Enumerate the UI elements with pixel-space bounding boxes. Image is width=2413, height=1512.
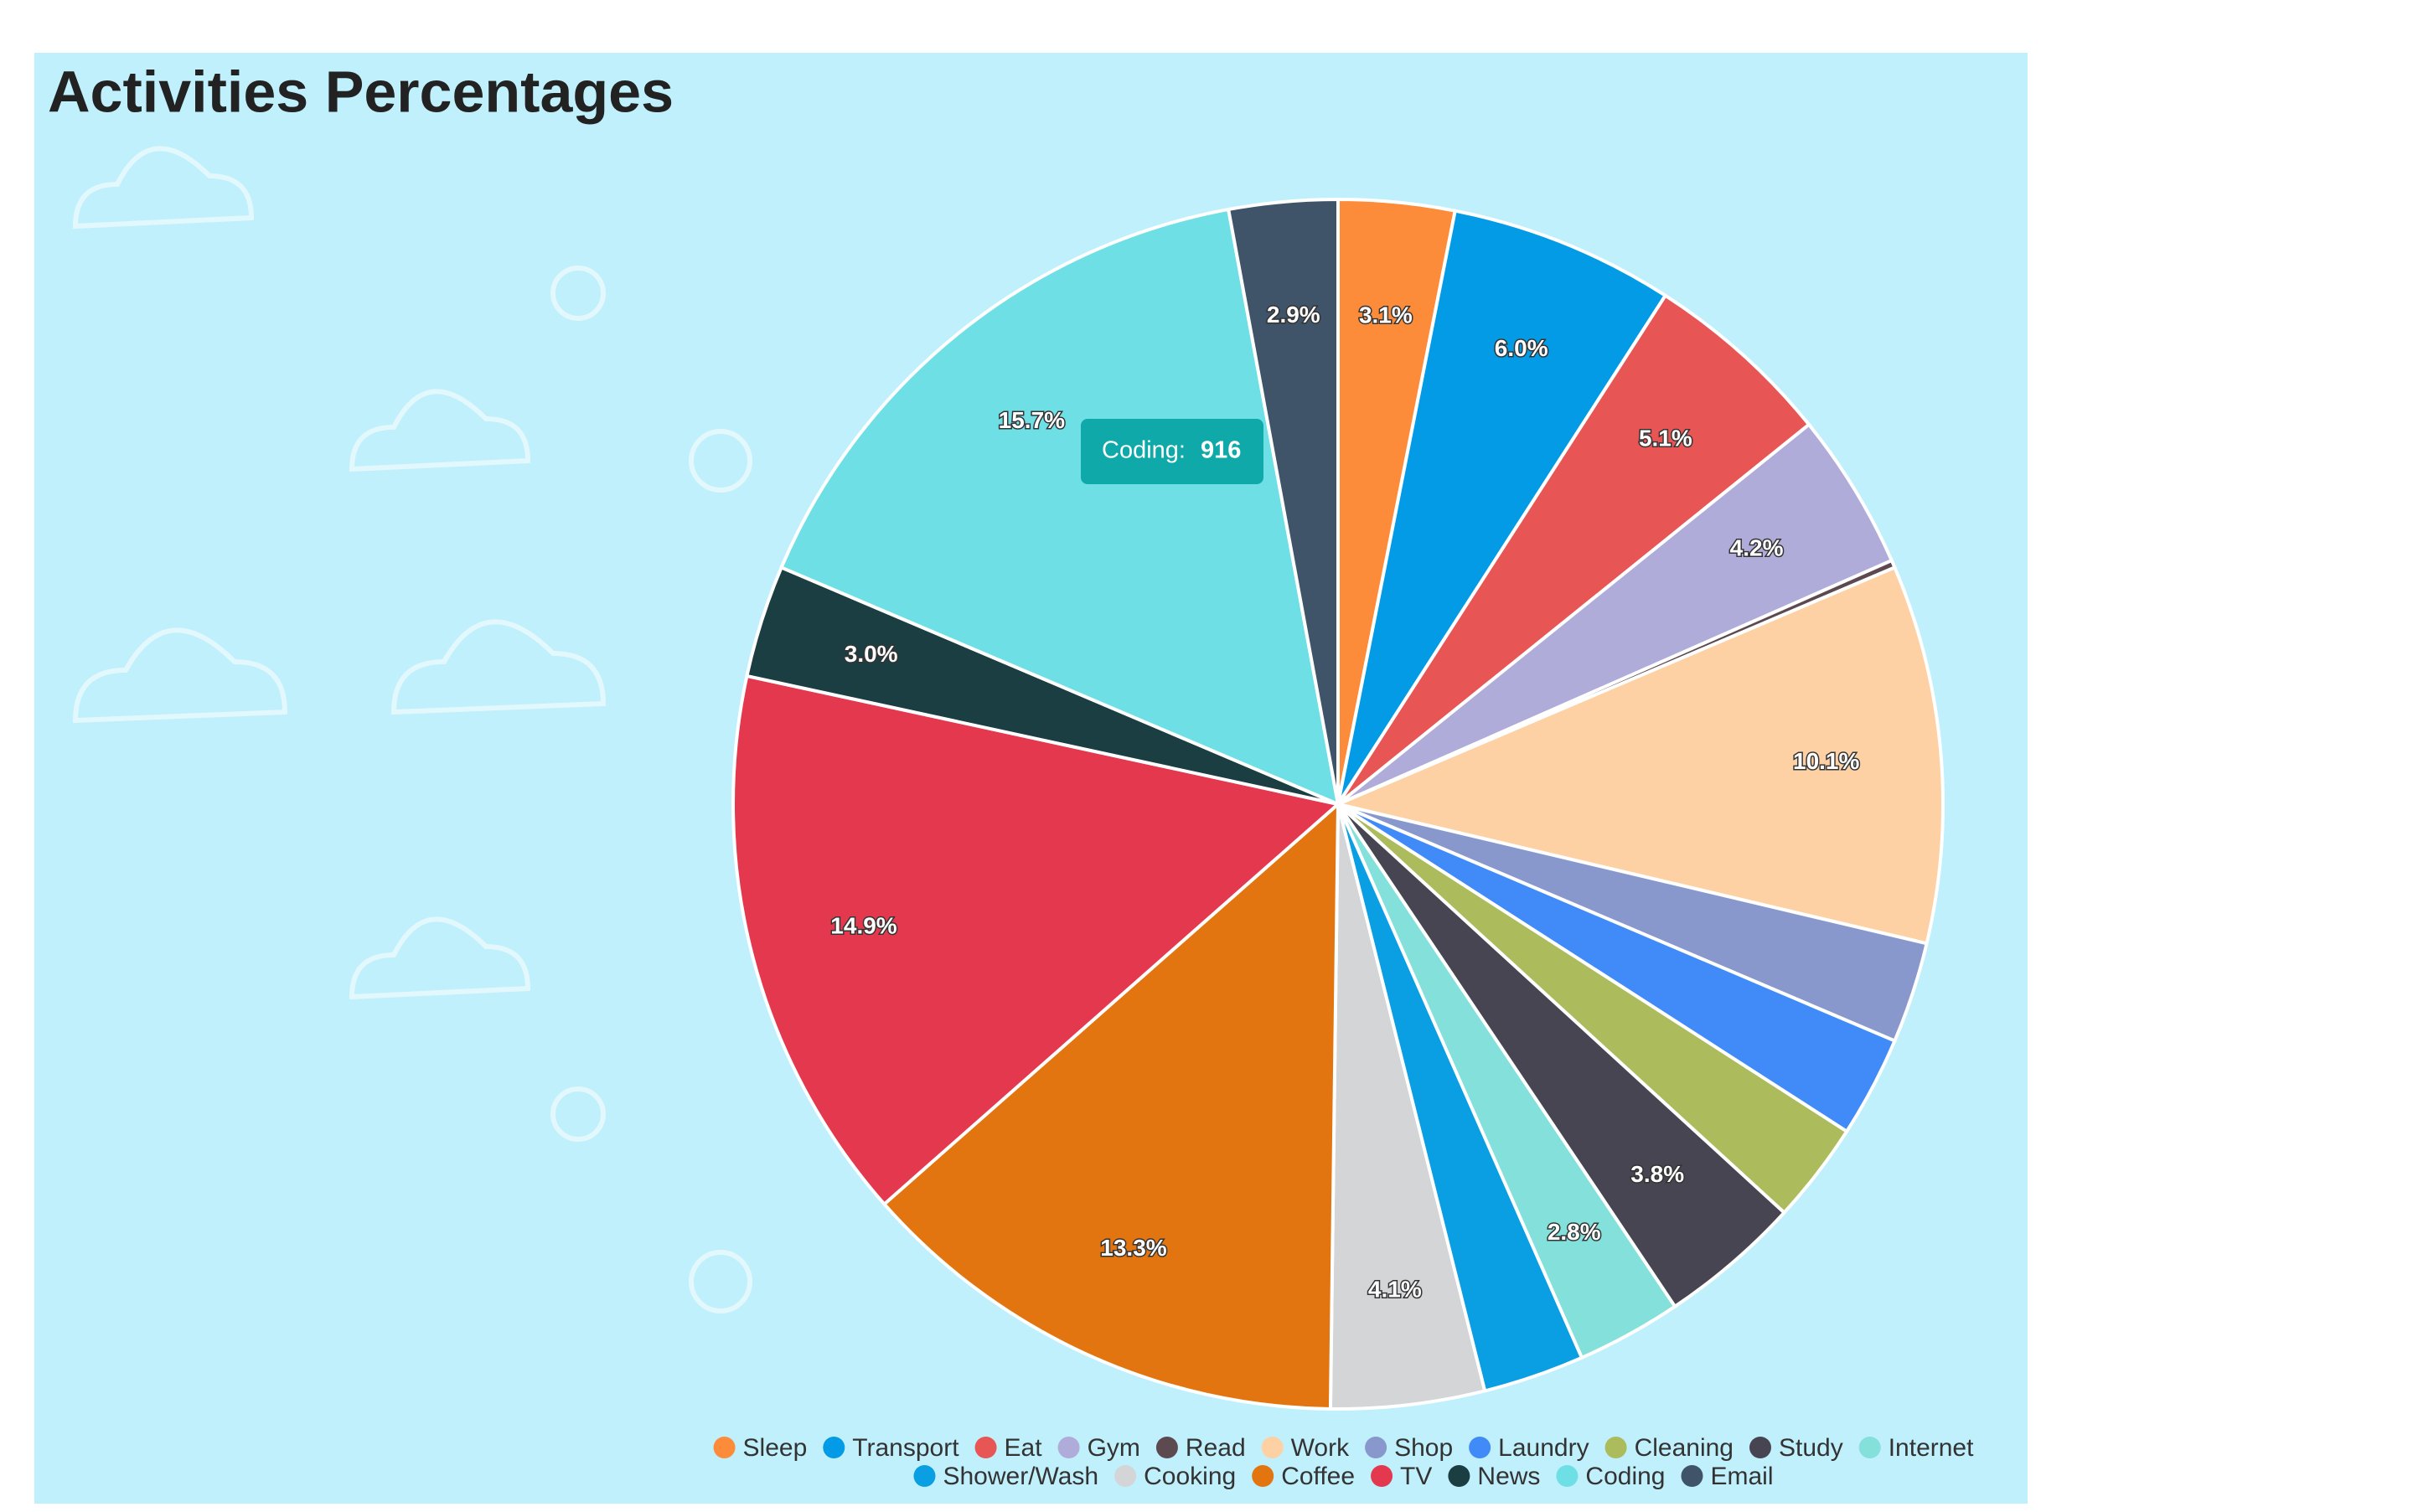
data-label: 2.9% [1267, 302, 1320, 328]
legend-symbol [974, 1437, 997, 1458]
legend-item: Study [1749, 1434, 1843, 1462]
pie-slice [731, 673, 1342, 1207]
legend-symbol [1749, 1437, 1771, 1458]
legend-item: Eat [974, 1434, 1043, 1462]
legend-symbol [1858, 1437, 1881, 1458]
legend-symbol [1365, 1437, 1387, 1458]
data-label: 14.9% [830, 913, 896, 939]
legend-item: Sleep [713, 1434, 808, 1462]
legend-label: Laundry [1498, 1434, 1589, 1462]
legend-symbol [713, 1437, 736, 1458]
pie-slice [1336, 293, 1811, 806]
pie-slice [1328, 803, 1487, 1411]
legend-label: Gym [1088, 1434, 1140, 1462]
tooltip-box [1081, 419, 1263, 484]
legend-symbol [823, 1437, 845, 1458]
legend-label: Transport [852, 1434, 959, 1462]
legend-label: Sleep [743, 1434, 808, 1462]
data-label: 6.0% [1495, 335, 1548, 361]
legend-label: Study [1779, 1434, 1843, 1462]
chart-title: Activities Percentages [48, 59, 674, 124]
pie-slice [1332, 565, 1945, 946]
pie-slice [881, 800, 1341, 1411]
legend-label: Cooking [1144, 1463, 1236, 1490]
legend-symbol [1448, 1465, 1470, 1487]
legend-label: Read [1186, 1434, 1246, 1462]
tooltip-label: Coding: [1102, 437, 1186, 464]
data-label: 10.1% [1793, 748, 1859, 774]
legend: Sleep Transport Eat Gym Read Work Shop Laundry C… [713, 1434, 1974, 1490]
legend-item: TV [1371, 1463, 1432, 1490]
legend-item: Email [1681, 1463, 1774, 1490]
legend-symbol [1604, 1437, 1627, 1458]
legend-item: Gym [1057, 1434, 1140, 1462]
pie-slice [778, 207, 1341, 808]
data-label: 4.1% [1368, 1276, 1422, 1302]
legend-symbol [1556, 1465, 1579, 1487]
data-label: 4.2% [1730, 534, 1784, 560]
legend-symbol [913, 1465, 936, 1487]
legend-item: Cleaning [1604, 1434, 1734, 1462]
legend-item: Cooking [1114, 1463, 1236, 1490]
legend-item: Coding [1556, 1463, 1665, 1490]
legend-label: Coffee [1281, 1463, 1355, 1490]
legend-label: Eat [1005, 1434, 1043, 1462]
background-decoration [72, 146, 752, 1313]
legend-item: Read [1155, 1434, 1246, 1462]
data-label: 13.3% [1100, 1235, 1166, 1261]
legend-item: Shower/Wash [913, 1463, 1098, 1490]
legend-label: Coding [1585, 1463, 1665, 1490]
legend-label: Work [1291, 1434, 1350, 1462]
pie-slice [1226, 197, 1340, 805]
data-labels: 3.1% 6.0% 5.1% 4.2% 10.1% 3.8% 2.8% 4.1% 13.3% 14… [829, 300, 1861, 1303]
legend-label: Internet [1889, 1434, 1974, 1462]
legend-item: Transport [823, 1434, 959, 1462]
data-label: 3.8% [1630, 1161, 1684, 1187]
legend-label: Cleaning [1635, 1434, 1734, 1462]
pie-slice [1336, 209, 1668, 806]
data-label: 5.1% [1639, 425, 1692, 451]
legend-symbol [1469, 1437, 1491, 1458]
legend-symbol [1371, 1465, 1393, 1487]
legend-label: Shop [1394, 1434, 1453, 1462]
legend-symbol [1057, 1437, 1080, 1458]
legend-symbol [1681, 1465, 1703, 1487]
legend-item: Internet [1858, 1434, 1974, 1462]
legend-symbol [1252, 1465, 1274, 1487]
data-label: 2.8% [1548, 1219, 1601, 1245]
legend-item: Coffee [1252, 1463, 1355, 1490]
tooltip: Coding: 916 [1081, 419, 1263, 484]
legend-label: News [1477, 1463, 1540, 1490]
data-label: 3.0% [845, 641, 898, 667]
legend-item: Shop [1365, 1434, 1453, 1462]
data-label: 15.7% [999, 407, 1065, 433]
pie-slice [1336, 421, 1894, 806]
legend-item: News [1448, 1463, 1540, 1490]
legend-item: Laundry [1469, 1434, 1589, 1462]
tooltip-value: 916 [1201, 437, 1241, 464]
legend-symbol [1261, 1437, 1284, 1458]
data-label: 3.1% [1359, 302, 1413, 328]
legend-item: Work [1261, 1434, 1350, 1462]
pie [731, 197, 1945, 1411]
legend-symbol [1155, 1437, 1178, 1458]
legend-label: Shower/Wash [943, 1463, 1098, 1490]
legend-symbol [1114, 1465, 1137, 1487]
legend-label: TV [1400, 1463, 1432, 1490]
legend-label: Email [1710, 1463, 1773, 1490]
